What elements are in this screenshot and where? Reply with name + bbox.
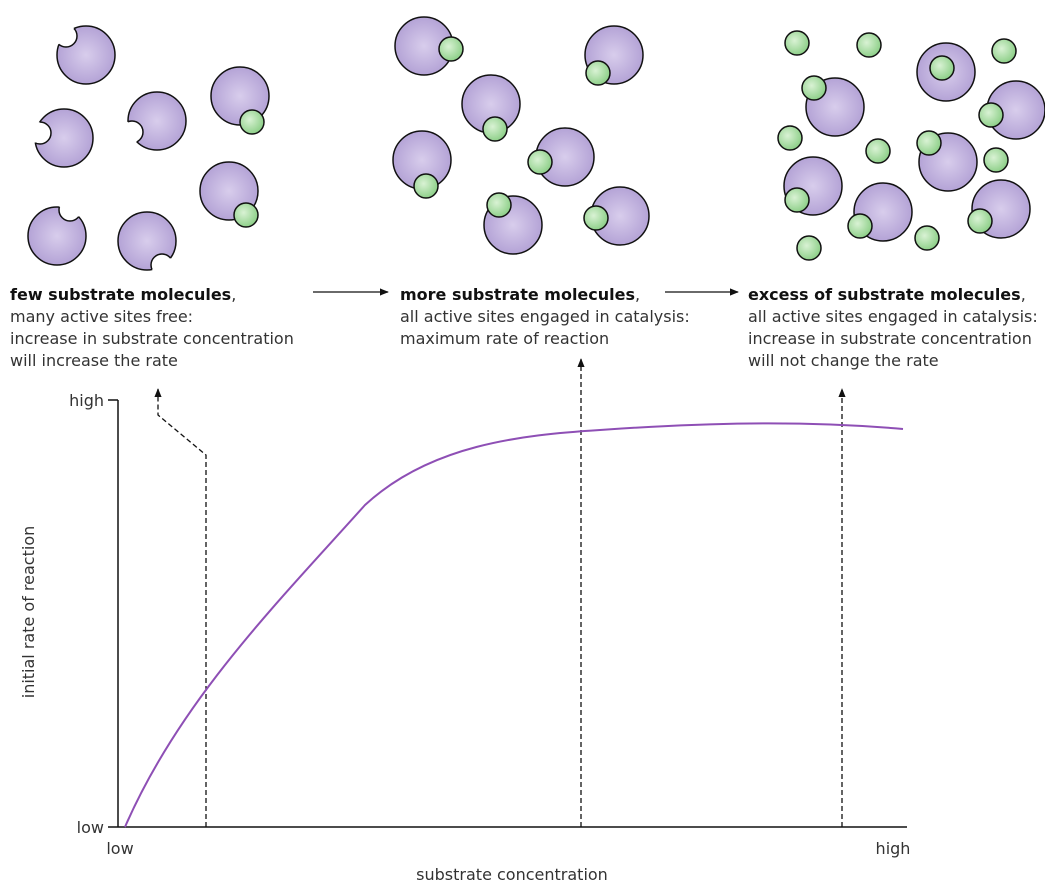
substrate	[916, 130, 942, 156]
molecules	[27, 16, 1045, 271]
substrate	[784, 30, 810, 56]
enzyme	[34, 108, 94, 168]
active-site	[57, 26, 78, 48]
title-suffix: ,	[231, 285, 236, 304]
panel-title: more substrate molecules,	[400, 285, 640, 304]
substrate	[585, 60, 611, 86]
substrate	[777, 125, 803, 151]
substrate	[983, 147, 1009, 173]
enzyme	[117, 211, 177, 271]
substrate	[583, 205, 609, 231]
enzyme	[56, 25, 116, 85]
y-high: high	[69, 391, 104, 410]
substrate	[482, 116, 508, 142]
substrate	[486, 192, 512, 218]
rate-curve	[124, 422, 904, 828]
substrate	[784, 187, 810, 213]
substrate	[967, 208, 993, 234]
x-label: substrate concentration	[416, 865, 608, 883]
title: excess of substrate molecules	[748, 285, 1021, 304]
caption-line: will increase the rate	[10, 351, 178, 370]
caption-line: increase in substrate concentration	[748, 329, 1032, 348]
caption-line: increase in substrate concentration	[10, 329, 294, 348]
substrate	[865, 138, 891, 164]
title: more substrate molecules	[400, 285, 635, 304]
substrate	[413, 173, 439, 199]
substrate	[914, 225, 940, 251]
substrate	[847, 213, 873, 239]
substrate	[438, 36, 464, 62]
substrate	[801, 75, 827, 101]
x-high: high	[876, 839, 911, 858]
y-label: initial rate of reaction	[19, 526, 38, 699]
axes	[108, 399, 907, 828]
arrows	[154, 288, 846, 827]
substrate	[991, 38, 1017, 64]
title-suffix: ,	[1021, 285, 1026, 304]
active-site	[35, 121, 52, 145]
enzyme	[27, 206, 87, 266]
panel-title: excess of substrate molecules,	[748, 285, 1026, 304]
caption-line: all active sites engaged in catalysis:	[748, 307, 1038, 326]
panel-title: few substrate molecules,	[10, 285, 236, 304]
captions: few substrate molecules, many active site…	[10, 285, 1038, 370]
dashed-arrow	[154, 388, 207, 827]
substrate	[239, 109, 265, 135]
caption-line: maximum rate of reaction	[400, 329, 609, 348]
substrate	[978, 102, 1004, 128]
substrate	[527, 149, 553, 175]
substrate	[856, 32, 882, 58]
title-suffix: ,	[635, 285, 640, 304]
substrate	[233, 202, 259, 228]
x-low: low	[106, 839, 133, 858]
y-low: low	[77, 818, 104, 837]
title: few substrate molecules	[10, 285, 231, 304]
caption-line: all active sites engaged in catalysis:	[400, 307, 690, 326]
substrate	[796, 235, 822, 261]
caption-line: will not change the rate	[748, 351, 939, 370]
caption-line: many active sites free:	[10, 307, 193, 326]
substrate	[929, 55, 955, 81]
